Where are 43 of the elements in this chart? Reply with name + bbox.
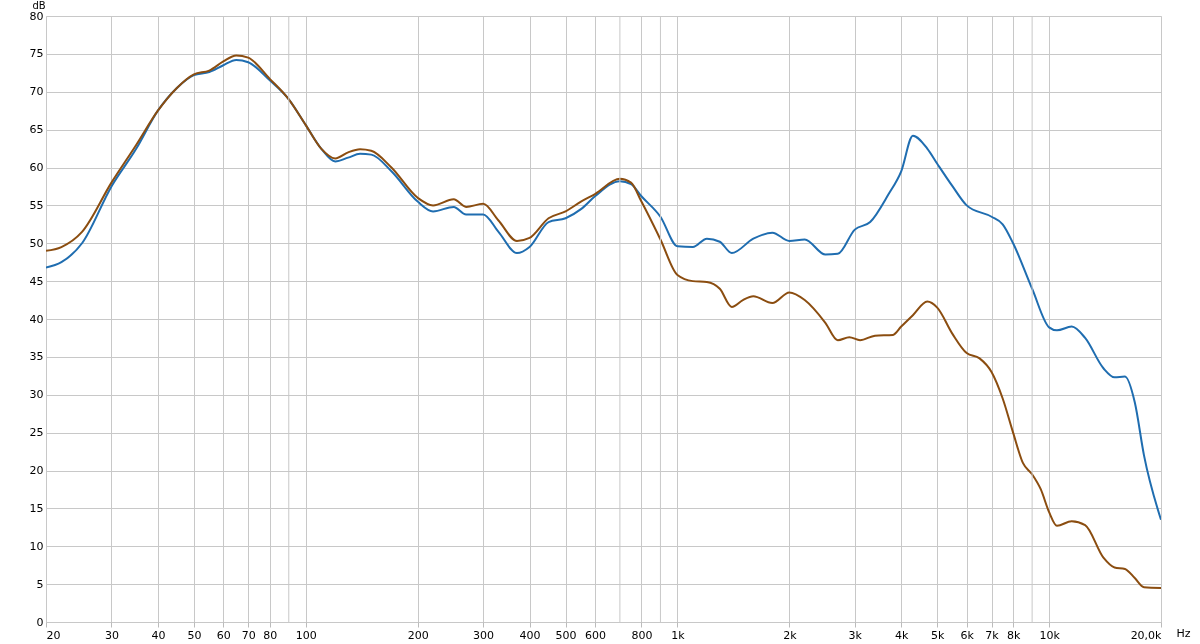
x-tick-label: 600 <box>585 628 606 642</box>
y-tick-label: 75 <box>29 47 44 61</box>
y-tick-label: 0 <box>36 615 44 629</box>
y-tick-label: 80 <box>29 9 44 23</box>
x-tick-label: 60 <box>216 628 231 642</box>
y-tick-label: 70 <box>29 85 44 99</box>
y-tick-label: 35 <box>29 350 44 364</box>
x-tick-label: 40 <box>151 628 166 642</box>
x-tick-label: 100 <box>295 628 317 642</box>
y-axis-title: dB <box>32 0 46 11</box>
x-tick-label: 80 <box>263 628 278 642</box>
x-tick-label: 20 <box>46 628 61 642</box>
y-tick-label: 50 <box>29 236 44 250</box>
x-tick-label: 7k <box>985 628 1000 642</box>
x-tick-label: 10k <box>1039 628 1061 642</box>
y-tick-label: 25 <box>29 426 44 440</box>
y-tick-label: 55 <box>29 198 44 212</box>
y-tick-label: 65 <box>29 123 44 137</box>
y-tick-label: 20 <box>29 464 44 477</box>
x-tick-label: 6k <box>960 628 975 642</box>
x-tick-label: 50 <box>187 628 202 642</box>
y-tick-label: 60 <box>29 161 44 174</box>
x-tick-label: 70 <box>241 628 256 642</box>
y-tick-label: 15 <box>29 501 44 515</box>
x-tick-label: 300 <box>473 628 495 642</box>
x-tick-label: 800 <box>631 628 653 642</box>
y-tick-label: 10 <box>29 539 44 553</box>
y-tick-label: 45 <box>29 274 44 288</box>
x-tick-label: 400 <box>519 628 541 642</box>
x-tick-label: 3k <box>848 628 863 642</box>
x-tick-label: 8k <box>1006 628 1021 642</box>
y-tick-label: 30 <box>29 388 44 402</box>
x-tick-label: 30 <box>104 628 119 642</box>
x-axis-title: Hz <box>1176 626 1191 640</box>
x-tick-label: 4k <box>895 628 910 642</box>
x-tick-label: 20,0k <box>1130 628 1163 642</box>
x-tick-label: 500 <box>555 628 577 642</box>
y-tick-label: 40 <box>29 312 44 326</box>
x-tick-label: 1k <box>671 628 686 642</box>
x-tick-label: 200 <box>407 628 429 642</box>
x-tick-label: 2k <box>783 628 798 642</box>
y-tick-label: 5 <box>36 577 44 591</box>
x-tick-label: 5k <box>931 628 946 642</box>
